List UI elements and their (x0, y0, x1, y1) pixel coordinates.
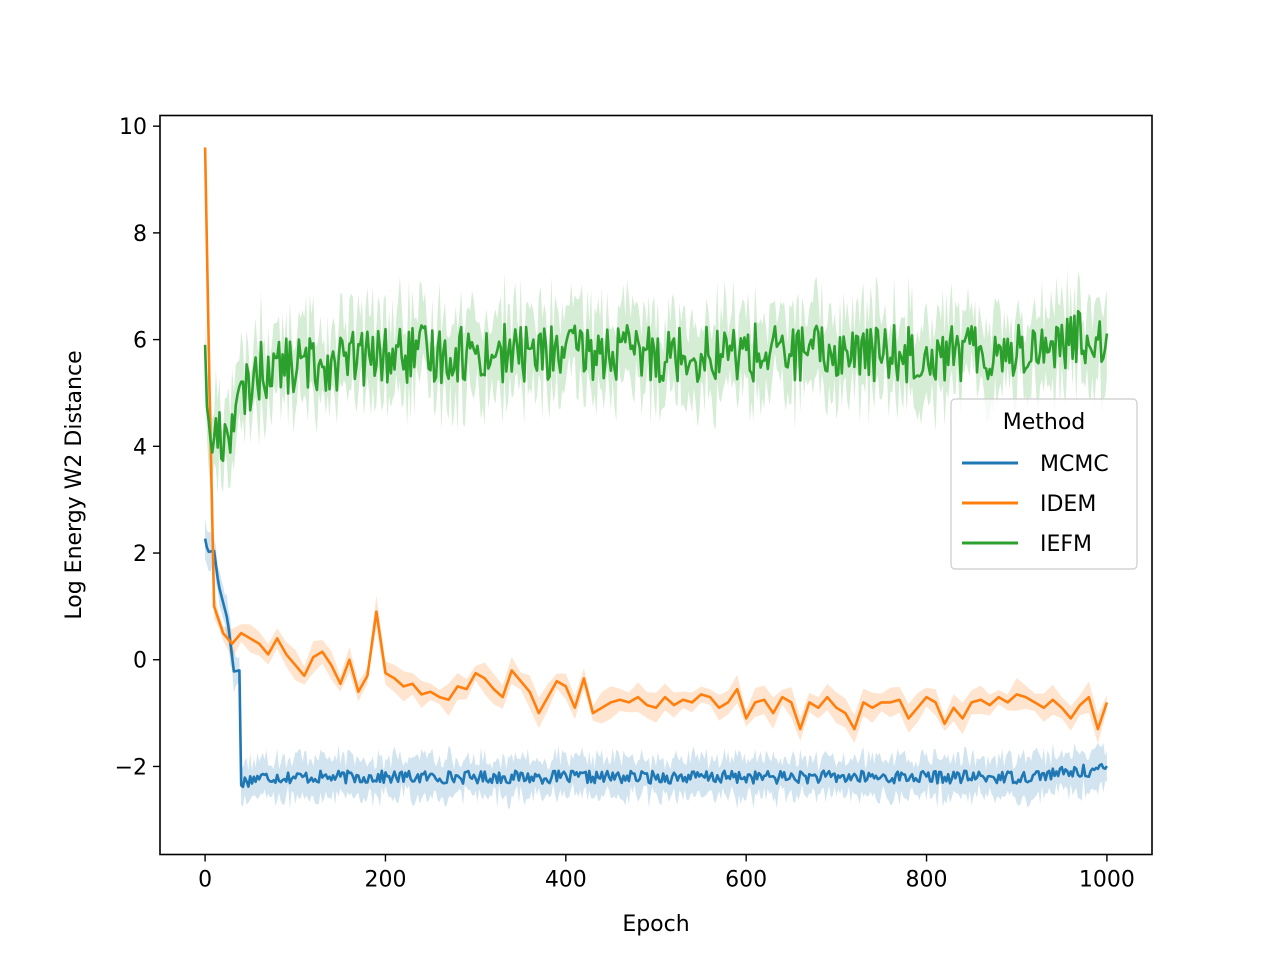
legend-box (950, 398, 1138, 570)
x-axis-label: Epoch (622, 912, 689, 937)
y-tick-label: 0 (133, 649, 147, 674)
y-axis-ticks: −2 0 2 4 6 8 10 (115, 115, 160, 780)
plot-frame (159, 114, 1153, 856)
y-tick-label: 4 (133, 435, 147, 460)
y-tick-label: 8 (133, 222, 147, 247)
legend: Method MCMC IDEM IEFM (950, 398, 1138, 570)
series-lines (203, 147, 1109, 789)
x-tick-label: 800 (906, 868, 948, 893)
line-idem (203, 147, 1109, 731)
x-tick-label: 1000 (1079, 868, 1135, 893)
x-axis-ticks: 0 200 400 600 800 1000 (198, 854, 1135, 893)
legend-label-mcmc: MCMC (1040, 452, 1109, 477)
legend-label-iefm: IEFM (1040, 532, 1092, 557)
line-iefm (203, 309, 1109, 463)
x-tick-label: 400 (545, 868, 587, 893)
line-mcmc (203, 538, 1108, 789)
y-axis-label: Log Energy W2 Distance (62, 350, 87, 619)
legend-label-idem: IDEM (1040, 492, 1096, 517)
x-tick-label: 600 (725, 868, 767, 893)
band-mcmc (205, 518, 1107, 809)
confidence-bands (205, 137, 1107, 809)
y-tick-label: −2 (115, 755, 147, 780)
y-tick-label: 2 (133, 542, 147, 567)
band-idem (205, 137, 1107, 744)
y-tick-label: 6 (133, 329, 147, 354)
legend-title: Method (1003, 410, 1086, 435)
band-iefm (205, 269, 1107, 495)
y-tick-label: 10 (119, 115, 147, 140)
x-tick-label: 0 (198, 868, 212, 893)
x-tick-label: 200 (364, 868, 406, 893)
